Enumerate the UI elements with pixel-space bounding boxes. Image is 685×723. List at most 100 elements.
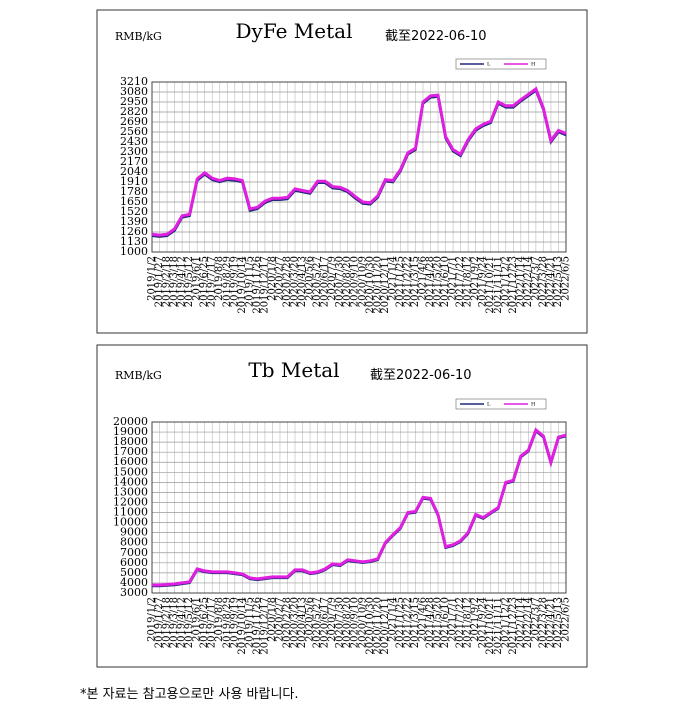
x-tick-label: 2019/1/27 xyxy=(154,597,165,648)
x-tick-label: 2021/4/6 xyxy=(417,256,428,301)
y-tick-label: 6000 xyxy=(120,556,148,569)
x-tick-label: 2021/5/20 xyxy=(433,597,444,648)
x-tick-label: 2019/7/17 xyxy=(207,597,218,648)
x-tick-label: 2021/9/24 xyxy=(478,256,489,307)
y-tick-label: 20000 xyxy=(113,415,148,428)
x-tick-label: 2020/12/11 xyxy=(380,256,391,314)
x-tick-label: 2019/11/5 xyxy=(244,597,255,648)
y-tick-label: 2950 xyxy=(120,95,148,108)
x-tick-label: 2019/8/8 xyxy=(214,597,225,642)
y-tick-label: 13000 xyxy=(113,485,148,498)
x-tick-label: 2020/7/9 xyxy=(327,256,338,301)
y-tick-label: 3210 xyxy=(120,75,148,88)
y-tick-label: 1130 xyxy=(120,235,148,248)
y-tick-label: 16000 xyxy=(113,455,148,468)
x-tick-label: 2021/12/2 xyxy=(500,256,511,307)
x-tick-label: 2021/4/6 xyxy=(417,597,428,642)
y-tick-label: 18000 xyxy=(113,435,148,448)
chart-title: DyFe Metal xyxy=(236,19,353,43)
x-tick-label: 2019/3/18 xyxy=(169,256,180,307)
x-tick-label: 2021/10/21 xyxy=(485,597,496,655)
x-tick-label: 2020/4/13 xyxy=(297,256,308,307)
legend-label: H xyxy=(531,62,536,68)
x-tick-label: 2019/6/1 xyxy=(192,256,203,301)
x-tick-label: 2019/5/12 xyxy=(184,597,195,648)
x-tick-label: 2021/4/28 xyxy=(425,597,436,648)
x-tick-label: 2021/2/22 xyxy=(402,597,413,648)
x-tick-label: 2020/11/20 xyxy=(372,597,383,655)
x-tick-label: 2019/1/2 xyxy=(147,256,158,301)
chart-frame xyxy=(96,344,588,668)
x-tick-label: 2019/2/18 xyxy=(162,597,173,648)
x-tick-label: 2022/1/14 xyxy=(515,597,526,648)
y-tick-label: 2430 xyxy=(120,135,148,148)
y-tick-label: 8000 xyxy=(120,536,148,549)
x-tick-label: 2022/1/14 xyxy=(515,256,526,307)
y-tick-label: 2040 xyxy=(120,165,148,178)
x-tick-label: 2019/11/26 xyxy=(252,597,263,655)
x-tick-label: 2022/3/7 xyxy=(530,256,541,301)
x-tick-label: 2020/11/20 xyxy=(372,256,383,314)
x-tick-label: 2020/1/8 xyxy=(267,597,278,642)
x-tick-label: 2022/2/14 xyxy=(523,597,534,648)
y-tick-label: 1910 xyxy=(120,175,148,188)
x-tick-label: 2020/7/30 xyxy=(335,256,346,307)
x-tick-label: 2020/1/8 xyxy=(267,256,278,301)
x-tick-label: 2022/5/13 xyxy=(553,256,564,307)
line-series xyxy=(151,86,567,237)
x-tick-label: 2020/4/13 xyxy=(297,597,308,648)
x-tick-label: 2022/6/5 xyxy=(561,256,572,301)
x-tick-label: 2022/3/28 xyxy=(538,597,549,648)
y-tick-label: 14000 xyxy=(113,475,148,488)
x-tick-label: 2021/8/12 xyxy=(463,597,474,648)
y-tick-label: 1780 xyxy=(120,185,148,198)
x-tick-label: 2019/8/29 xyxy=(222,597,233,648)
x-tick-label: 2020/7/9 xyxy=(327,597,338,642)
x-tick-label: 2020/5/27 xyxy=(312,256,323,307)
x-tick-label: 2020/9/10 xyxy=(350,256,361,307)
x-tick-label: 2021/11/11 xyxy=(493,597,504,655)
y-tick-label: 2170 xyxy=(120,155,148,168)
x-tick-label: 2019/7/17 xyxy=(207,256,218,307)
x-tick-label: 2021/8/12 xyxy=(463,256,474,307)
x-tick-label: 2019/9/19 xyxy=(229,256,240,307)
legend-box xyxy=(455,398,547,410)
chart-title: Tb Metal xyxy=(248,358,339,382)
y-tick-label: 3000 xyxy=(120,586,148,599)
y-tick-label: 4000 xyxy=(120,576,148,589)
x-tick-label: 2022/2/14 xyxy=(523,256,534,307)
x-tick-label: 2021/12/2 xyxy=(500,597,511,648)
x-tick-label: 2021/10/21 xyxy=(485,256,496,314)
x-tick-label: 2019/6/1 xyxy=(192,597,203,642)
y-tick-label: 1260 xyxy=(120,225,148,238)
x-tick-label: 2020/10/30 xyxy=(365,256,376,314)
x-tick-label: 2019/4/12 xyxy=(177,256,188,307)
chart-subtitle: 截至2022-06-10 xyxy=(370,368,472,383)
y-tick-label: 5000 xyxy=(120,566,148,579)
x-tick-label: 2021/11/11 xyxy=(493,256,504,314)
y-tick-label: 10000 xyxy=(113,516,148,529)
x-tick-label: 2020/6/17 xyxy=(320,256,331,307)
x-tick-label: 2019/6/25 xyxy=(199,256,210,307)
y-tick-label: 2820 xyxy=(120,105,148,118)
x-tick-label: 2021/12/23 xyxy=(508,256,519,314)
footnote: *본 자료는 참고용으로만 사용 바랍니다. xyxy=(80,687,299,702)
x-tick-label: 2021/9/2 xyxy=(470,597,481,642)
legend-label: L xyxy=(487,402,491,408)
x-tick-label: 2021/6/10 xyxy=(440,597,451,648)
x-tick-label: 2021/1/25 xyxy=(395,256,406,307)
x-tick-label: 2019/1/2 xyxy=(147,597,158,642)
x-tick-label: 2021/7/1 xyxy=(448,256,459,301)
x-tick-label: 2019/10/14 xyxy=(237,256,248,314)
x-tick-label: 2021/1/4 xyxy=(387,256,398,301)
x-tick-label: 2021/7/1 xyxy=(448,597,459,642)
x-tick-label: 2019/4/12 xyxy=(177,597,188,648)
x-tick-label: 2019/11/26 xyxy=(252,256,263,314)
x-tick-label: 2022/4/21 xyxy=(545,597,556,648)
x-tick-label: 2020/5/6 xyxy=(305,256,316,301)
chart-subtitle: 截至2022-06-10 xyxy=(385,29,487,44)
x-tick-label: 2019/8/8 xyxy=(214,256,225,301)
x-tick-label: 2019/12/17 xyxy=(259,256,270,314)
x-tick-label: 2021/9/2 xyxy=(470,256,481,301)
x-tick-label: 2020/10/9 xyxy=(357,256,368,307)
